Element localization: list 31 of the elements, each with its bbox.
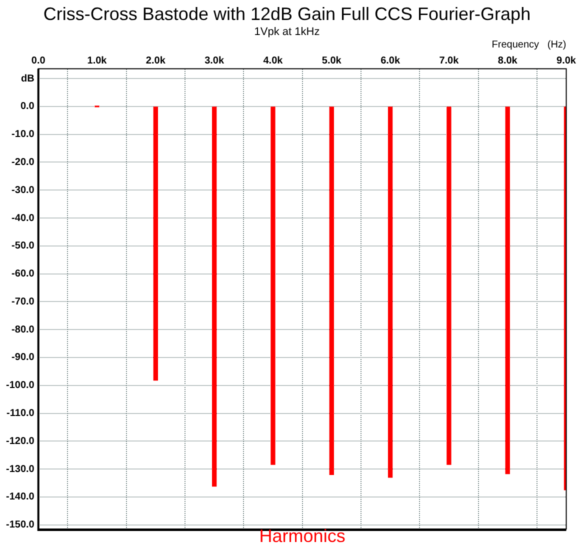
- y-tick-label: -20.0: [12, 156, 35, 168]
- x-tick-label: 6.0k: [380, 56, 400, 67]
- y-tick-label: -50.0: [12, 240, 35, 252]
- y-tick-label: -70.0: [12, 296, 35, 308]
- x-tick-label: 1.0k: [87, 56, 108, 67]
- y-tick-label: 0.0: [20, 101, 35, 112]
- y-tick-label: -40.0: [12, 212, 35, 224]
- x-tick-label: 2.0k: [146, 56, 166, 67]
- x-tick-label: 0.0: [31, 56, 46, 67]
- y-tick-label: -110.0: [6, 408, 35, 420]
- y-tick-label: -30.0: [12, 184, 35, 196]
- x-axis-title: Frequency (Hz): [492, 40, 566, 51]
- annotation: Harmonics: [259, 526, 346, 546]
- x-tick-label: 5.0k: [322, 56, 342, 67]
- chart-subtitle: 1Vpk at 1kHz: [254, 26, 320, 38]
- x-tick-label: 7.0k: [439, 56, 460, 67]
- y-tick-label: -90.0: [12, 352, 35, 364]
- y-tick-label: -150.0: [6, 520, 35, 531]
- x-tick-label: 9.0k: [556, 56, 576, 67]
- y-tick-label: -60.0: [12, 268, 35, 280]
- y-tick-label: -120.0: [6, 436, 35, 447]
- chart-title: Criss-Cross Bastode with 12dB Gain Full CCS Fourier-Graph: [43, 4, 531, 24]
- x-tick-label: 4.0k: [263, 56, 284, 67]
- y-tick-label: -100.0: [6, 380, 35, 392]
- y-tick-label: -140.0: [6, 492, 35, 503]
- y-tick-label: -130.0: [6, 464, 35, 475]
- x-tick-label: 8.0k: [498, 56, 518, 67]
- y-tick-label: -80.0: [12, 324, 35, 336]
- x-tick-label: 3.0k: [204, 56, 224, 67]
- y-tick-label: -10.0: [12, 129, 35, 140]
- y-tick-label: dB: [21, 73, 34, 84]
